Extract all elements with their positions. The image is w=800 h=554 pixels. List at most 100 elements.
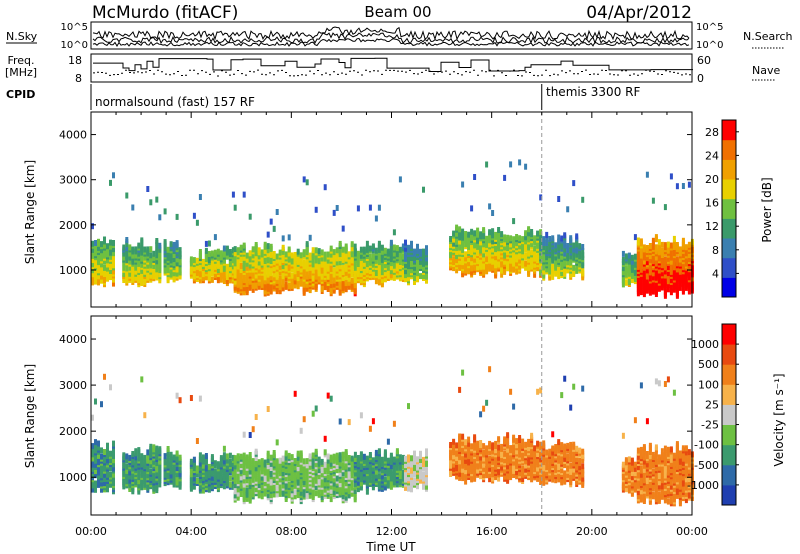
echo-cell bbox=[314, 257, 318, 264]
echo-cell bbox=[106, 484, 109, 491]
scatter-cell bbox=[125, 192, 129, 199]
echo-cell bbox=[278, 276, 282, 282]
scatter-cell bbox=[326, 392, 330, 399]
echo-cell bbox=[353, 456, 357, 462]
echo-cell bbox=[338, 240, 342, 247]
echo-cell bbox=[666, 241, 670, 248]
echo-cell bbox=[103, 264, 106, 271]
echo-cell bbox=[275, 458, 279, 465]
scatter-cell bbox=[461, 181, 465, 188]
echo-cell bbox=[97, 273, 100, 280]
echo-cell bbox=[106, 457, 109, 464]
echo-cell bbox=[109, 243, 112, 250]
scatter-cell bbox=[91, 414, 94, 421]
echo-cell bbox=[91, 480, 94, 487]
echo-cell bbox=[557, 256, 561, 263]
echo-cell bbox=[155, 470, 159, 477]
echo-cell bbox=[572, 254, 576, 261]
echo-cell bbox=[94, 240, 97, 246]
echo-cell bbox=[149, 260, 153, 267]
echo-cell bbox=[542, 236, 546, 243]
echo-cell bbox=[419, 248, 422, 255]
echo-cell bbox=[470, 243, 474, 250]
echo-cell bbox=[539, 229, 543, 236]
echo-cell bbox=[149, 443, 153, 450]
echo-cell bbox=[551, 273, 555, 280]
scatter-cell bbox=[305, 179, 309, 186]
echo-cell bbox=[305, 257, 309, 264]
nsearch-tick-top: 10^5 bbox=[696, 22, 723, 33]
scatter-cell bbox=[368, 204, 372, 211]
echo-cell bbox=[278, 457, 282, 464]
echo-band bbox=[636, 171, 694, 299]
echo-cell bbox=[94, 439, 97, 446]
echo-cell bbox=[314, 273, 318, 280]
echo-cell bbox=[648, 253, 652, 260]
echo-cell bbox=[374, 278, 378, 285]
echo-cell bbox=[527, 250, 531, 257]
echo-cell bbox=[320, 494, 324, 501]
scatter-cell bbox=[302, 176, 306, 183]
echo-cell bbox=[287, 246, 291, 253]
echo-cell bbox=[560, 235, 564, 242]
echo-cell bbox=[248, 495, 252, 502]
scatter-cell bbox=[386, 438, 390, 445]
echo-cell bbox=[308, 463, 312, 470]
echo-cell bbox=[389, 452, 393, 459]
echo-cell bbox=[163, 257, 167, 264]
nsky-trace bbox=[92, 26, 690, 41]
echo-cell bbox=[383, 476, 387, 483]
echo-cell bbox=[452, 236, 456, 243]
scatter-cell bbox=[311, 410, 315, 417]
echo-cell bbox=[207, 484, 211, 491]
echo-cell bbox=[281, 482, 285, 489]
echo-cell bbox=[368, 476, 372, 483]
echo-cell bbox=[146, 270, 150, 277]
echo-cell bbox=[275, 269, 279, 276]
echo-cell bbox=[239, 474, 243, 481]
scatter-cell bbox=[178, 397, 182, 404]
echo-cell bbox=[103, 250, 106, 257]
echo-cell bbox=[109, 239, 112, 246]
nsky-label: N.Sky bbox=[6, 30, 38, 43]
echo-cell bbox=[657, 277, 661, 284]
echo-cell bbox=[314, 490, 318, 497]
echo-cell bbox=[178, 467, 182, 474]
colorbar-tick-label: 12 bbox=[705, 220, 719, 233]
scatter-cell bbox=[485, 161, 489, 168]
echo-cell bbox=[473, 256, 477, 263]
echo-cell bbox=[213, 460, 217, 467]
echo-cell bbox=[654, 248, 658, 255]
echo-cell bbox=[563, 232, 567, 239]
scatter-cell bbox=[175, 213, 179, 220]
echo-cell bbox=[311, 452, 315, 459]
echo-cell bbox=[660, 280, 664, 287]
echo-cell bbox=[100, 247, 103, 254]
echo-cell bbox=[287, 283, 291, 289]
echo-cell bbox=[269, 477, 273, 484]
echo-cell bbox=[225, 470, 229, 476]
echo-cell bbox=[515, 234, 519, 240]
echo-cell bbox=[419, 457, 422, 463]
echo-cell bbox=[290, 454, 294, 461]
echo-cell bbox=[566, 243, 570, 249]
echo-cell bbox=[266, 265, 270, 272]
echo-cell bbox=[654, 244, 658, 251]
echo-cell bbox=[452, 230, 456, 237]
nsky-traces bbox=[92, 26, 690, 48]
echo-cell bbox=[467, 237, 471, 244]
echo-cell bbox=[362, 246, 366, 253]
echo-cell bbox=[178, 454, 182, 461]
echo-cell bbox=[210, 276, 214, 283]
echo-cell bbox=[524, 230, 528, 237]
echo-cell bbox=[233, 246, 237, 253]
echo-cell bbox=[293, 489, 297, 496]
echo-cell bbox=[152, 444, 156, 451]
echo-cell bbox=[554, 242, 558, 249]
echo-cell bbox=[112, 280, 115, 287]
echo-cell bbox=[371, 243, 375, 250]
echo-cell bbox=[681, 286, 685, 293]
echo-band bbox=[189, 395, 235, 494]
echo-cell bbox=[648, 243, 652, 249]
echo-cell bbox=[581, 260, 585, 267]
